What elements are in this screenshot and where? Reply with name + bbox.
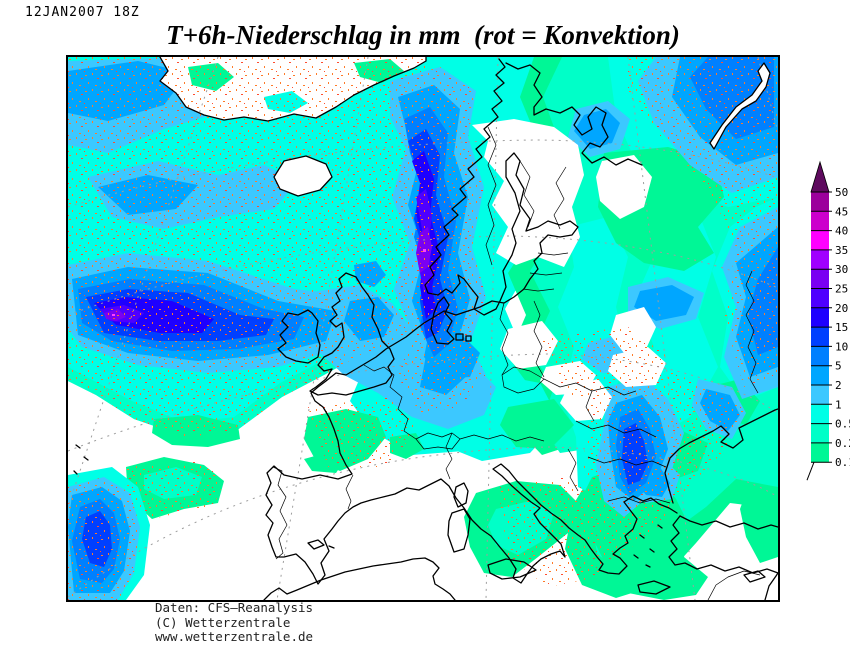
- footer-copyright: (C) Wetterzentrale: [155, 614, 291, 630]
- legend-tick-label: 10: [835, 340, 848, 353]
- legend-segment: [811, 307, 829, 328]
- legend-segment: [811, 365, 829, 386]
- legend-segment: [811, 249, 829, 270]
- graticule: [68, 57, 778, 600]
- footer-data-source: Daten: CFS–Reanalysis: [155, 600, 314, 615]
- coastlines: [73, 57, 778, 600]
- legend-tick-label: 25: [835, 283, 848, 296]
- legend-tick-label: 30: [835, 263, 848, 276]
- legend-tick-label: 1: [835, 398, 842, 411]
- legend-segment: [811, 211, 829, 231]
- legend-tick-label: 50: [835, 186, 848, 199]
- country-borders: [272, 126, 761, 600]
- legend-segment: [811, 442, 829, 463]
- footer-website: www.wetterzentrale.de: [155, 629, 314, 645]
- legend-tick-label: 0.1: [835, 456, 850, 469]
- legend-segment: [811, 269, 829, 289]
- legend-arrowhead: [810, 160, 830, 193]
- legend-tick-label: 35: [835, 244, 848, 257]
- legend-segment: [811, 288, 829, 309]
- legend-tick-label: 0.5: [835, 418, 850, 431]
- legend-segment: [811, 404, 829, 424]
- legend-tick-label: 0.2: [835, 437, 850, 450]
- legend-tick-label: 40: [835, 225, 848, 238]
- legend-segment: [811, 346, 829, 367]
- precipitation-map: [68, 57, 778, 600]
- page-title: T+6h-Niederschlag in mm (rot = Konvektio…: [166, 20, 680, 50]
- legend-segment: [811, 327, 829, 347]
- legend-segment: [811, 385, 829, 405]
- legend-tick-label: 15: [835, 321, 848, 334]
- model-run-timestamp: 12JAN2007 18Z: [25, 5, 140, 20]
- legend-tick-label: 45: [835, 205, 848, 218]
- legend-tick-label: 5: [835, 360, 842, 373]
- legend-segment: [811, 192, 829, 212]
- legend-tick-label: 2: [835, 379, 842, 392]
- legend-segment: [811, 230, 829, 251]
- legend-tick-label: 20: [835, 302, 848, 315]
- map-frame: [66, 55, 780, 602]
- legend-svg: 50 45 40 35 30 25 20 15 10 5 2 1 0.5 0.2 0.1: [806, 160, 850, 481]
- footer-credits: Daten: CFS–Reanalysis (C) Wetterzentrale…: [155, 600, 314, 645]
- legend-segment: [811, 423, 829, 444]
- legend-tail: [806, 462, 815, 481]
